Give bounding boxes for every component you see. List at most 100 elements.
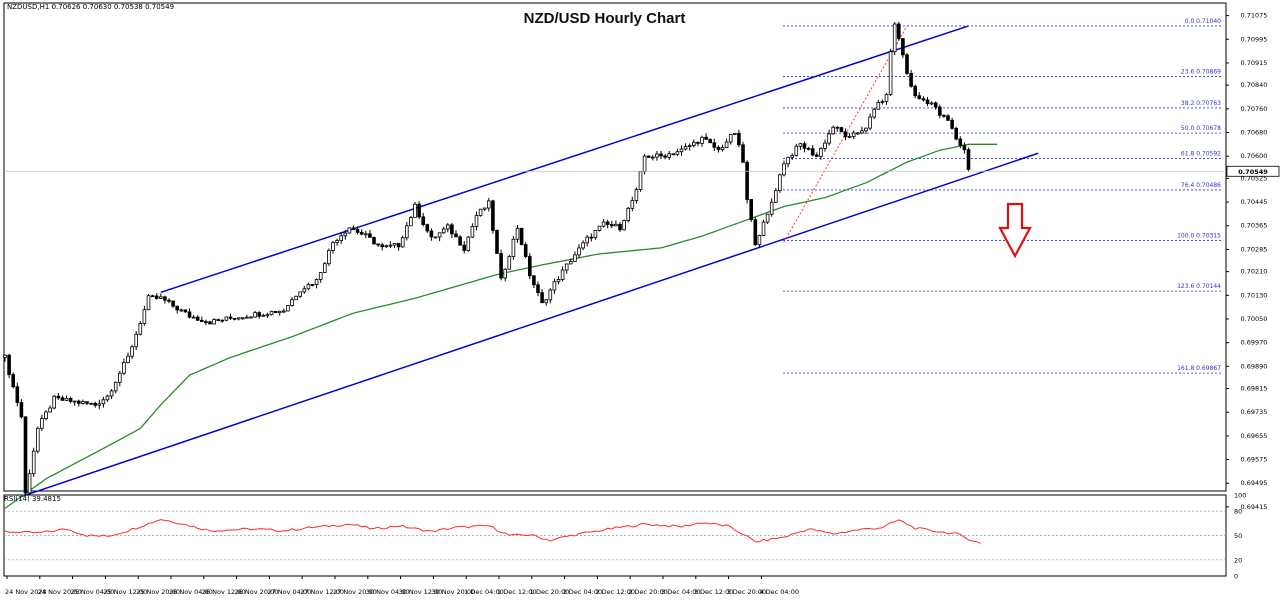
candle-body — [85, 401, 89, 404]
candle-body — [216, 319, 221, 321]
candle-body — [183, 309, 188, 313]
candle-body — [363, 233, 368, 236]
candle-body — [552, 281, 557, 291]
y-tick-label: 0.70840 — [1241, 81, 1268, 89]
candle-body — [786, 156, 790, 165]
rsi-tick-label: 80 — [1234, 508, 1242, 516]
fib-level-label: 161.8 0.69867 — [1177, 365, 1221, 372]
y-tick-label: 0.70050 — [1241, 315, 1268, 323]
rsi-tick-label: 20 — [1234, 556, 1242, 564]
candle-body — [794, 145, 799, 156]
candle-body — [851, 132, 856, 137]
candle-body — [532, 275, 536, 286]
x-tick-label: 26 Nov 12:00 — [202, 588, 246, 596]
candle-body — [31, 450, 36, 475]
x-tick-label: 27 Nov 20:00 — [333, 588, 377, 596]
candle-body — [310, 284, 315, 286]
y-tick-label: 0.70600 — [1241, 152, 1268, 160]
candle-body — [388, 244, 393, 247]
candle-body — [679, 148, 684, 153]
candle-body — [433, 236, 438, 239]
candle-body — [765, 213, 770, 223]
candle-body — [683, 146, 688, 150]
candle-body — [954, 127, 958, 140]
candle-body — [581, 242, 585, 249]
candle-body — [872, 108, 876, 118]
candle-body — [733, 132, 737, 135]
candle-body — [36, 427, 40, 452]
candle-body — [81, 401, 85, 404]
candle-body — [396, 243, 401, 248]
candle-body — [618, 223, 622, 231]
candle-body — [122, 362, 126, 374]
candle-body — [3, 354, 7, 358]
candle-body — [105, 395, 110, 401]
candle-body — [913, 85, 917, 97]
candle-body — [195, 316, 200, 321]
candle-body — [351, 227, 356, 230]
candle-body — [929, 102, 934, 105]
candle-body — [138, 323, 143, 335]
channel-lower-line[interactable] — [21, 152, 1039, 498]
candle-body — [503, 268, 507, 279]
candle-body — [856, 132, 860, 135]
candle-body — [437, 232, 442, 238]
candle-body — [204, 321, 208, 324]
candle-body — [380, 244, 384, 248]
candle-body — [277, 310, 282, 314]
fib-level-label: 61.8 0.70592 — [1181, 151, 1221, 158]
candle-body — [860, 130, 864, 134]
candle-body — [843, 131, 848, 138]
candle-body — [281, 310, 286, 313]
candle-body — [868, 116, 872, 129]
candle-body — [556, 279, 561, 283]
x-tick-label: 4 Dec 04:00 — [759, 588, 799, 596]
candle-body — [810, 148, 815, 156]
rsi-line — [4, 519, 981, 544]
down-arrow-icon — [998, 202, 1032, 259]
candle-body — [823, 142, 827, 149]
candle-body — [761, 221, 766, 236]
candle-body — [798, 143, 803, 147]
candle-body — [626, 207, 630, 221]
candle-body — [417, 203, 421, 218]
x-tick-label: 30 Nov 12:00 — [399, 588, 443, 596]
candle-body — [15, 386, 20, 403]
candle-body — [11, 374, 16, 388]
channel-upper-line[interactable] — [160, 25, 969, 294]
rsi-tick-label: 0 — [1234, 573, 1238, 581]
candle-body — [728, 134, 733, 143]
x-tick-label: 1 Dec 20:00 — [530, 588, 570, 596]
candle-body — [835, 126, 840, 129]
y-tick-label: 0.69815 — [1241, 385, 1268, 393]
candle-body — [167, 299, 171, 302]
fib-level-label: 50.0 0.70678 — [1181, 125, 1221, 132]
candle-body — [384, 245, 389, 248]
candle-body — [220, 319, 225, 322]
x-tick-label: 25 Nov 20:00 — [136, 588, 180, 596]
candle-body — [544, 299, 548, 304]
candle-body — [314, 279, 319, 285]
candle-body — [819, 147, 823, 157]
candle-body — [962, 144, 967, 151]
candle-body — [142, 309, 147, 324]
x-tick-label: 27 Nov 04:00 — [267, 588, 311, 596]
candle-body — [232, 317, 237, 320]
candle-body — [478, 208, 483, 216]
candle-body — [938, 106, 942, 116]
candle-body — [876, 102, 881, 110]
candle-body — [675, 151, 680, 155]
candle-body — [331, 241, 335, 251]
candle-body — [421, 216, 425, 225]
candle-body — [745, 161, 749, 200]
candle-body — [376, 243, 380, 246]
candle-body — [757, 234, 762, 246]
candle-body — [257, 312, 261, 317]
candle-body — [753, 219, 758, 246]
candle-body — [815, 154, 819, 157]
x-tick-label: 30 Nov 04:00 — [366, 588, 410, 596]
candle-body — [708, 139, 712, 144]
candle-body — [806, 147, 811, 150]
candle-body — [52, 395, 56, 409]
